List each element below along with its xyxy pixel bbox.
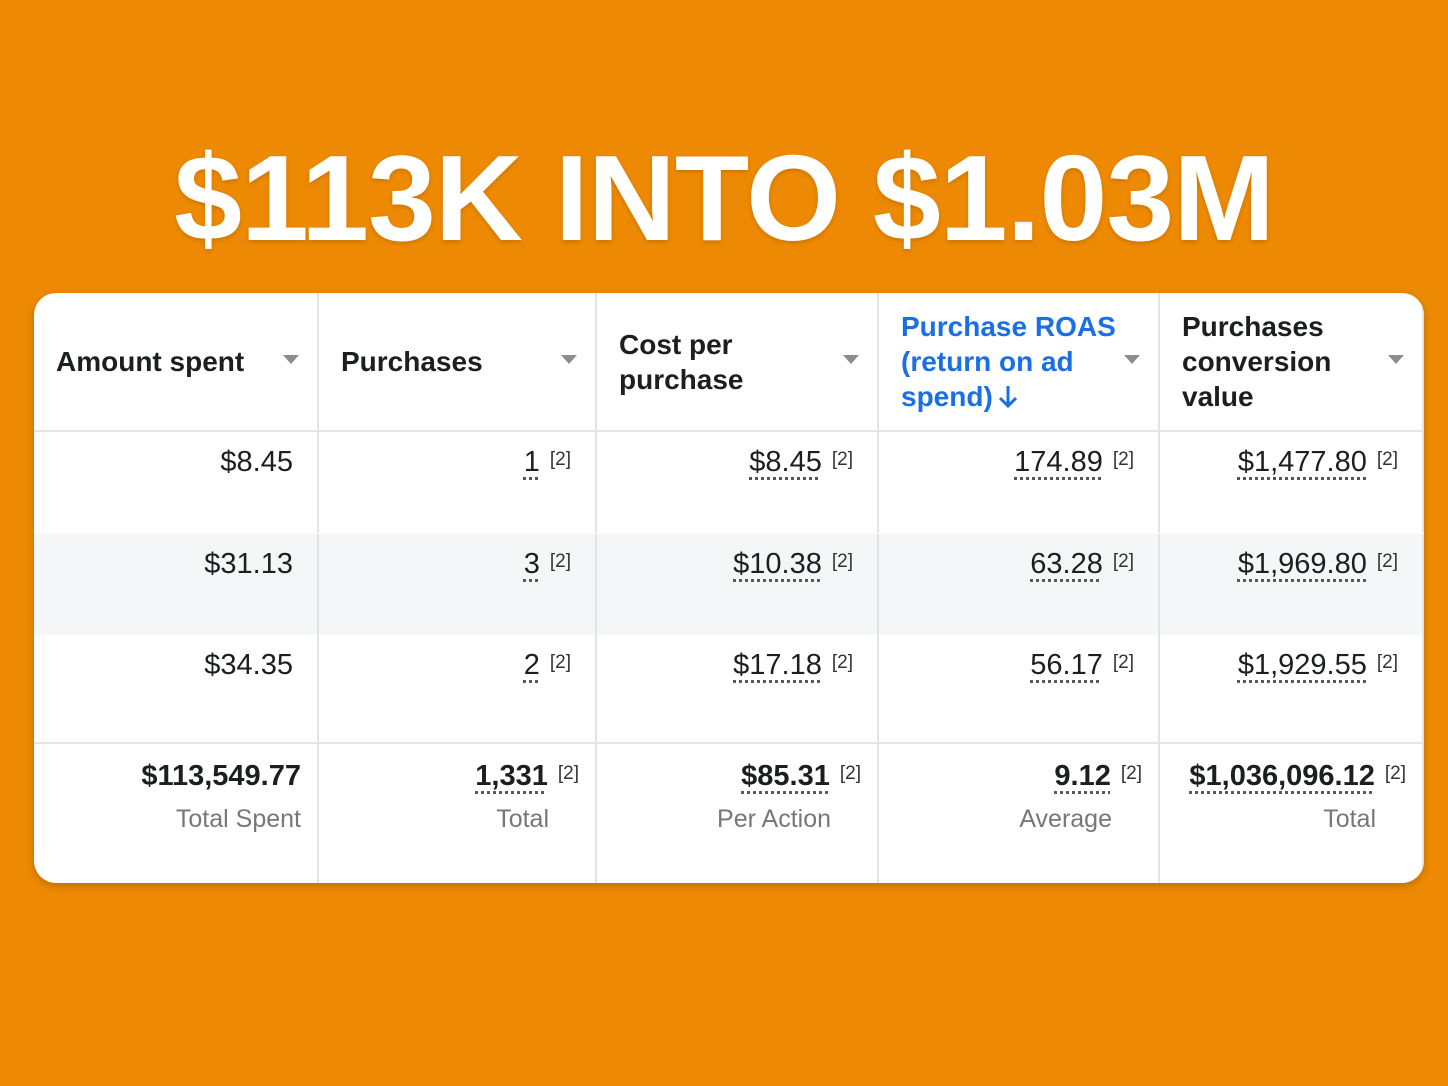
table-cell: 2 [2] [319, 635, 597, 742]
table-cell: $8.45 [34, 432, 319, 533]
cell-value: $8.45 [749, 446, 822, 478]
footnote: [2] [549, 449, 571, 470]
footnote: [2] [831, 449, 853, 470]
dropdown-icon[interactable] [1388, 355, 1404, 365]
table-cell: 3 [2] [319, 534, 597, 635]
footnote: [2] [831, 652, 853, 673]
header-text: Purchase ROAS (return on ad spend) [901, 311, 1116, 412]
cell-value: 56.17 [1030, 649, 1103, 681]
footnote: [2] [1384, 763, 1406, 784]
cell-value: $34.35 [204, 649, 293, 681]
total-value: $85.31 [741, 760, 830, 792]
footnote: [2] [549, 551, 571, 572]
total-cell: $85.31 [2] Per Action [597, 742, 879, 883]
total-label: Total Spent [175, 805, 301, 833]
ads-table: Amount spent Purchases Cost per purchase Pu… [34, 293, 1424, 883]
column-header: Cost per purchase [597, 293, 879, 432]
cell-value: $1,969.80 [1237, 548, 1367, 580]
table-cell: 1 [2] [319, 432, 597, 533]
footnote: [2] [1112, 449, 1134, 470]
total-cell: $113,549.77 Total Spent [34, 742, 319, 883]
cell-value: 2 [523, 649, 540, 681]
total-label: Total [1323, 805, 1376, 833]
dropdown-icon[interactable] [561, 355, 577, 365]
total-cell: 9.12 [2] Average [879, 742, 1160, 883]
footnote: [2] [831, 551, 853, 572]
total-cell: 1,331 [2] Total [319, 742, 597, 883]
cell-value: $31.13 [204, 548, 293, 580]
total-line: 9.12 [2] [879, 760, 1142, 793]
table-cell: $31.13 [34, 534, 319, 635]
table-cell: $34.35 [34, 635, 319, 742]
table-cell: $17.18 [2] [597, 635, 879, 742]
footnote: [2] [549, 652, 571, 673]
column-header: Purchases conversion value [1160, 293, 1424, 432]
total-value: 9.12 [1054, 760, 1111, 792]
cell-value: $1,477.80 [1237, 446, 1367, 478]
cell-value: $10.38 [733, 548, 822, 580]
headline: $113K INTO $1.03M [174, 130, 1275, 266]
sort-arrow [998, 386, 1017, 409]
total-value: $113,549.77 [141, 760, 301, 792]
footnote: [2] [557, 763, 579, 784]
footnote: [2] [1376, 551, 1398, 572]
column-header: Purchase ROAS (return on ad spend) [879, 293, 1160, 432]
cell-value: 1 [523, 446, 540, 478]
cell-value: $17.18 [733, 649, 822, 681]
table-cell: $1,477.80 [2] [1160, 432, 1424, 533]
total-line: 1,331 [2] [319, 760, 579, 793]
table-cell: $1,969.80 [2] [1160, 534, 1424, 635]
table-cell: $10.38 [2] [597, 534, 879, 635]
total-label: Per Action [717, 805, 831, 833]
cell-value: $8.45 [220, 446, 293, 478]
table-cell: $8.45 [2] [597, 432, 879, 533]
footnote: [2] [839, 763, 861, 784]
total-line: $113,549.77 [34, 760, 301, 793]
header-text: Amount spent [56, 346, 245, 377]
header-text: Purchases [341, 346, 483, 377]
cell-value: 174.89 [1014, 446, 1103, 478]
table-cell: 174.89 [2] [879, 432, 1160, 533]
total-value: $1,036,096.12 [1189, 760, 1375, 792]
table-cell: 56.17 [2] [879, 635, 1160, 742]
cell-value: 3 [523, 548, 540, 580]
total-label: Total [496, 805, 549, 833]
total-line: $85.31 [2] [597, 760, 861, 793]
cell-value: $1,929.55 [1237, 649, 1367, 681]
footnote: [2] [1112, 652, 1134, 673]
table-cell: $1,929.55 [2] [1160, 635, 1424, 742]
total-label: Average [1019, 805, 1112, 833]
total-value: 1,331 [475, 760, 548, 792]
dropdown-icon[interactable] [283, 355, 299, 365]
dropdown-icon[interactable] [1124, 355, 1140, 365]
footnote: [2] [1120, 763, 1142, 784]
total-line: $1,036,096.12 [2] [1160, 760, 1406, 793]
column-header: Purchases [319, 293, 597, 432]
total-cell: $1,036,096.12 [2] Total [1160, 742, 1424, 883]
column-header: Amount spent [34, 293, 319, 432]
table-cell: 63.28 [2] [879, 534, 1160, 635]
footnote: [2] [1112, 551, 1134, 572]
footnote: [2] [1376, 449, 1398, 470]
footnote: [2] [1376, 652, 1398, 673]
header-text: Purchases conversion value [1182, 311, 1332, 412]
dropdown-icon[interactable] [843, 355, 859, 365]
header-text: Cost per purchase [619, 328, 744, 395]
cell-value: 63.28 [1030, 548, 1103, 580]
